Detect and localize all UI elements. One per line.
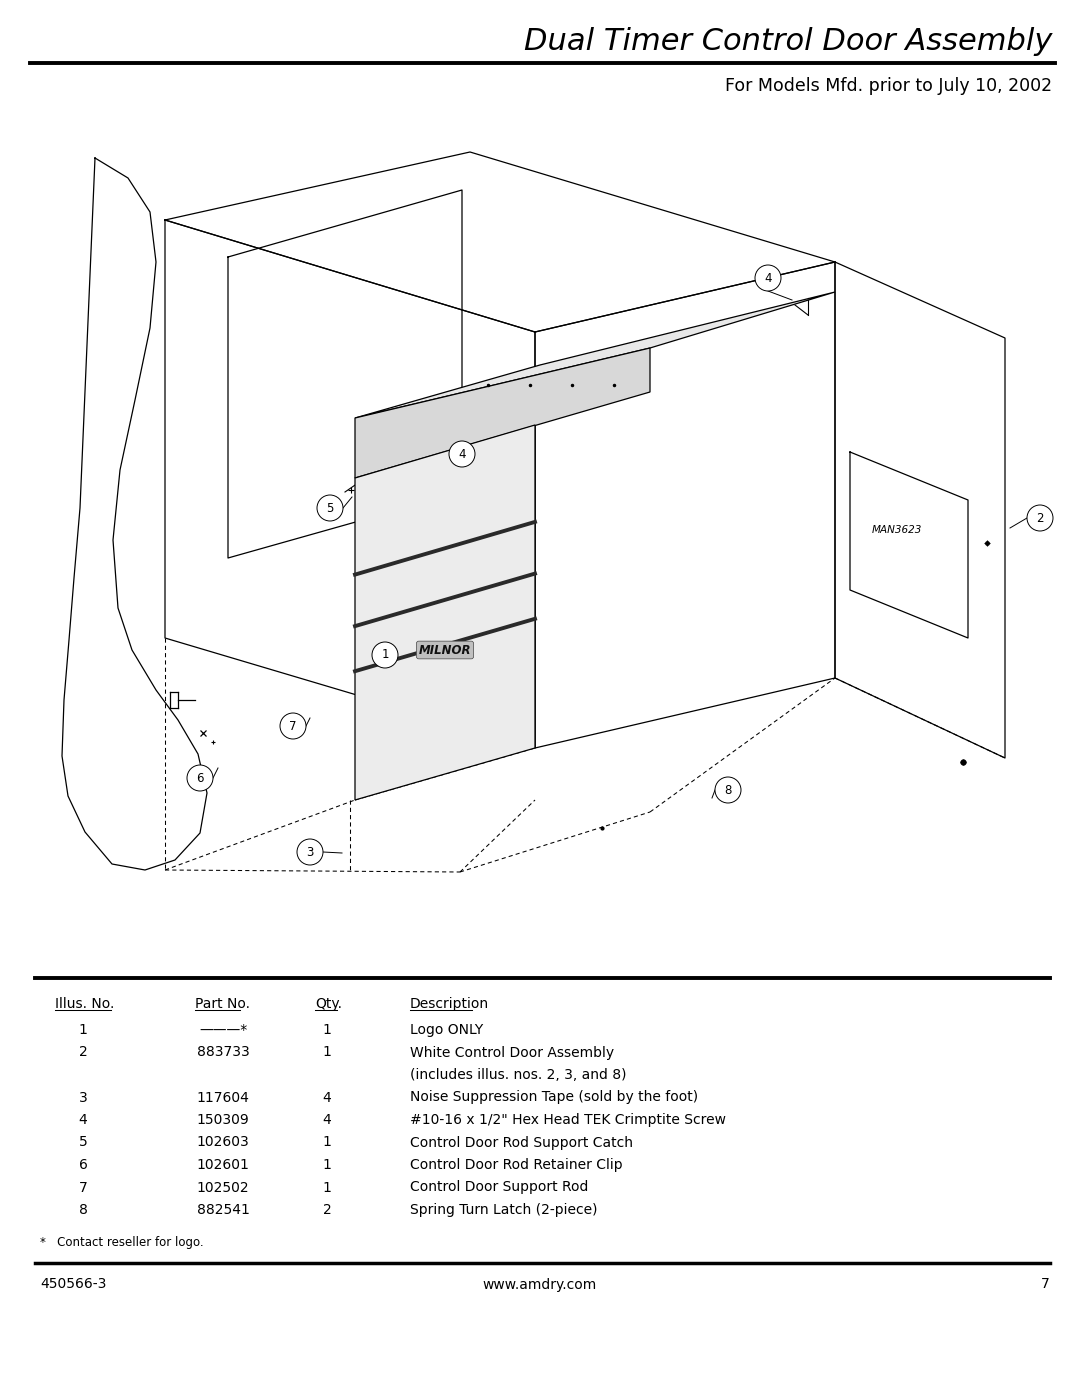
Text: 3: 3 [79, 1091, 87, 1105]
Text: 4: 4 [458, 447, 465, 461]
Text: 102603: 102603 [197, 1136, 249, 1150]
Text: 1: 1 [323, 1180, 332, 1194]
Text: 7: 7 [1041, 1277, 1050, 1291]
Circle shape [755, 265, 781, 291]
Text: 1: 1 [323, 1023, 332, 1037]
Text: Dual Timer Control Door Assembly: Dual Timer Control Door Assembly [524, 28, 1052, 56]
Text: 150309: 150309 [197, 1113, 249, 1127]
Text: ———*: ———* [199, 1023, 247, 1037]
Circle shape [280, 712, 306, 739]
Text: 117604: 117604 [197, 1091, 249, 1105]
Text: 2: 2 [79, 1045, 87, 1059]
Text: 1: 1 [381, 648, 389, 662]
Text: Control Door Support Rod: Control Door Support Rod [410, 1180, 589, 1194]
Text: 883733: 883733 [197, 1045, 249, 1059]
Polygon shape [355, 425, 535, 800]
Text: 1: 1 [323, 1045, 332, 1059]
Text: 5: 5 [326, 502, 334, 514]
Text: For Models Mfd. prior to July 10, 2002: For Models Mfd. prior to July 10, 2002 [725, 77, 1052, 95]
Circle shape [1027, 504, 1053, 531]
Text: *   Contact reseller for logo.: * Contact reseller for logo. [40, 1236, 204, 1249]
Text: Part No.: Part No. [195, 997, 249, 1011]
Text: 4: 4 [323, 1091, 332, 1105]
Text: Illus. No.: Illus. No. [55, 997, 114, 1011]
Text: Noise Suppression Tape (sold by the foot): Noise Suppression Tape (sold by the foot… [410, 1091, 698, 1105]
Text: Control Door Rod Support Catch: Control Door Rod Support Catch [410, 1136, 633, 1150]
Circle shape [372, 643, 399, 668]
Text: 4: 4 [765, 271, 772, 285]
Text: #10-16 x 1/2" Hex Head TEK Crimptite Screw: #10-16 x 1/2" Hex Head TEK Crimptite Scr… [410, 1113, 726, 1127]
Text: MAN3623: MAN3623 [872, 525, 922, 535]
Text: (includes illus. nos. 2, 3, and 8): (includes illus. nos. 2, 3, and 8) [410, 1067, 626, 1083]
Text: 102601: 102601 [197, 1158, 249, 1172]
Circle shape [715, 777, 741, 803]
Text: 4: 4 [323, 1113, 332, 1127]
Text: 450566-3: 450566-3 [40, 1277, 106, 1291]
Text: Control Door Rod Retainer Clip: Control Door Rod Retainer Clip [410, 1158, 623, 1172]
Text: 1: 1 [323, 1136, 332, 1150]
Text: 2: 2 [1036, 511, 1043, 524]
Text: 8: 8 [725, 784, 731, 796]
Polygon shape [355, 292, 835, 418]
Text: Spring Turn Latch (2-piece): Spring Turn Latch (2-piece) [410, 1203, 597, 1217]
Text: 882541: 882541 [197, 1203, 249, 1217]
Text: 102502: 102502 [197, 1180, 249, 1194]
Text: 3: 3 [307, 845, 313, 859]
Text: 1: 1 [323, 1158, 332, 1172]
Text: 5: 5 [79, 1136, 87, 1150]
Text: 6: 6 [197, 771, 204, 785]
Text: 7: 7 [79, 1180, 87, 1194]
Circle shape [318, 495, 343, 521]
Text: 6: 6 [79, 1158, 87, 1172]
Text: www.amdry.com: www.amdry.com [483, 1277, 597, 1291]
Text: 4: 4 [79, 1113, 87, 1127]
Text: 7: 7 [289, 719, 297, 732]
Text: 8: 8 [79, 1203, 87, 1217]
Text: 2: 2 [323, 1203, 332, 1217]
Text: Logo ONLY: Logo ONLY [410, 1023, 483, 1037]
Text: 1: 1 [79, 1023, 87, 1037]
Text: MILNOR: MILNOR [419, 644, 471, 657]
Polygon shape [355, 348, 650, 478]
Circle shape [449, 441, 475, 467]
Text: White Control Door Assembly: White Control Door Assembly [410, 1045, 615, 1059]
Text: Description: Description [410, 997, 489, 1011]
Circle shape [187, 766, 213, 791]
Circle shape [297, 840, 323, 865]
Text: Qty.: Qty. [315, 997, 342, 1011]
